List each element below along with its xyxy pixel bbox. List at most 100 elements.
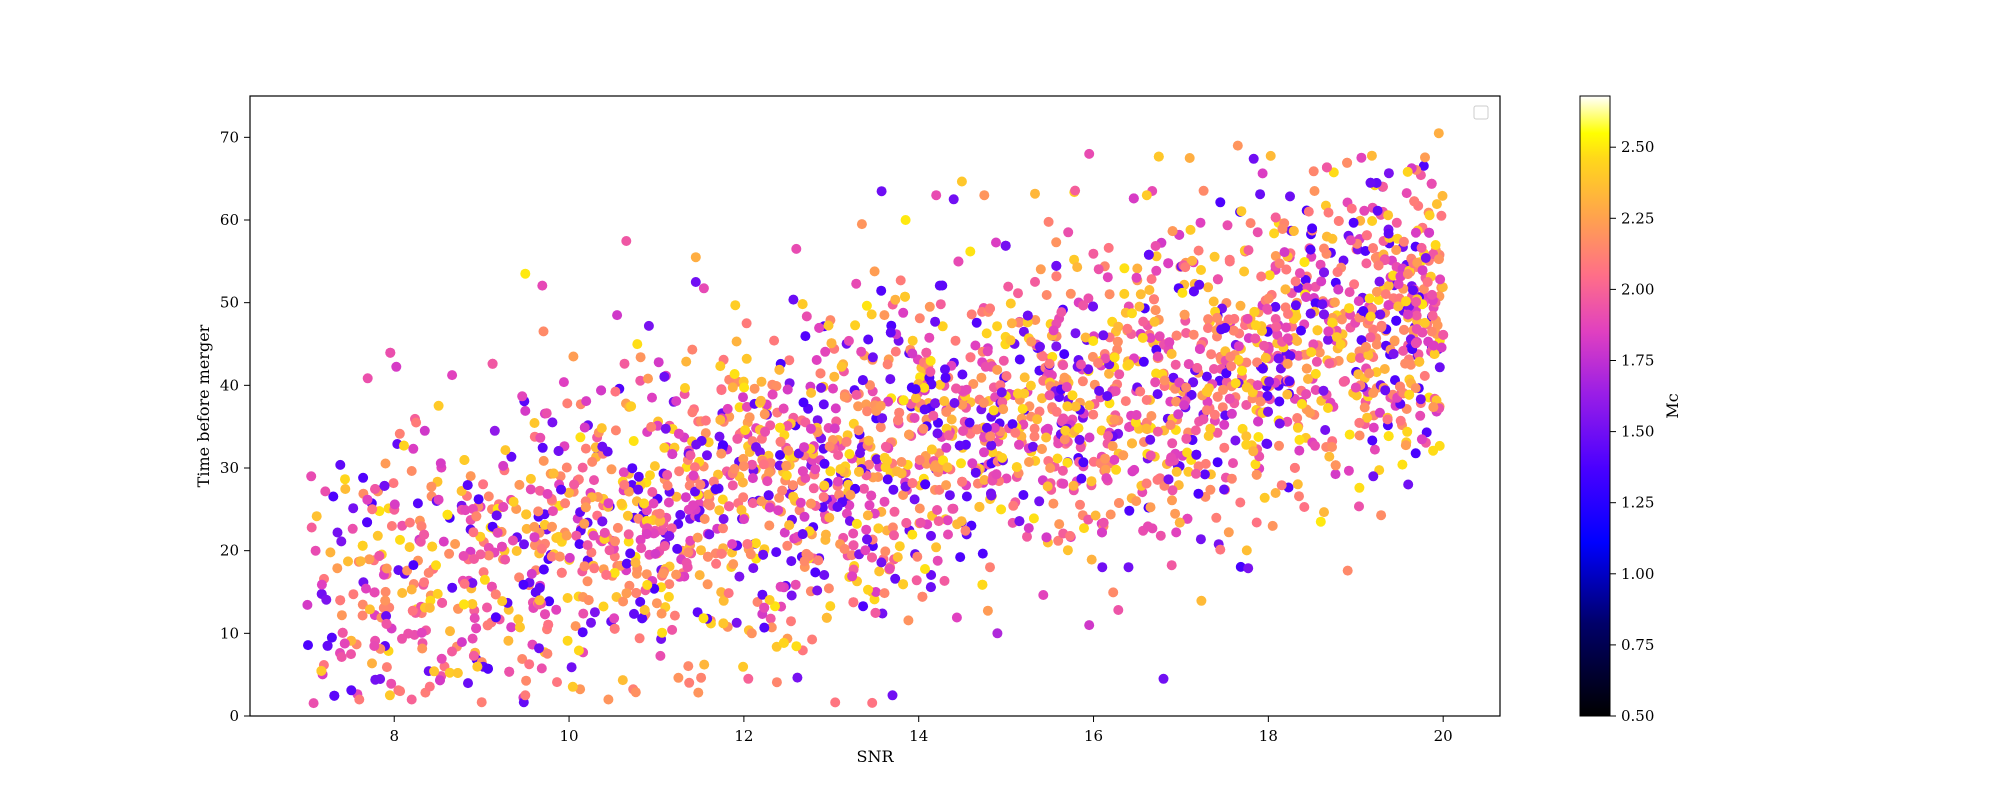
scatter-point [813,555,824,566]
scatter-point [1005,298,1016,309]
scatter-point [1344,303,1355,314]
scatter-point [1036,444,1047,454]
scatter-point [1080,332,1091,343]
scatter-point [564,487,574,498]
scatter-point [1146,274,1157,285]
scatter-point [1107,441,1118,452]
scatter-point [1250,320,1261,331]
scatter-point [562,398,573,409]
scatter-point [1427,289,1437,300]
scatter-point [601,569,612,580]
scatter-point [1243,245,1254,256]
scatter-point [1018,490,1029,500]
scatter-point [757,589,768,600]
scatter-point [1364,368,1375,379]
scatter-point [1118,450,1129,461]
scatter-point [564,552,575,563]
scatter-point [1203,323,1213,334]
scatter-point [579,422,590,433]
scatter-point [388,478,399,489]
scatter-point [1253,432,1264,442]
scatter-point [534,582,545,593]
scatter-point [951,383,962,394]
scatter-point [816,382,827,393]
scatter-point [715,414,726,425]
scatter-point [1366,150,1377,161]
scatter-point [391,361,402,372]
scatter-point [1093,358,1104,368]
scatter-point [395,534,405,545]
scatter-point [1389,335,1400,346]
scatter-point [769,335,780,346]
scatter-point [933,417,943,428]
scatter-point [362,373,373,384]
scatter-point [880,546,891,557]
scatter-point [574,539,585,550]
scatter-point [1052,453,1063,464]
scatter-point [1366,303,1377,314]
scatter-point [929,462,940,472]
scatter-point [621,558,632,569]
scatter-point [631,588,642,598]
scatter-point [569,479,580,490]
scatter-point [1028,513,1039,524]
scatter-point [1159,375,1170,386]
scatter-point [992,321,1003,332]
scatter-point [1167,226,1178,237]
scatter-point [1165,419,1176,430]
scatter-point [408,443,419,454]
scatter-point [948,194,959,205]
scatter-point [893,415,903,426]
scatter-point [900,215,911,225]
scatter-point [1003,281,1014,292]
scatter-point [1104,289,1115,300]
scatter-point [1142,521,1153,532]
scatter-point [306,522,317,533]
scatter-point [472,661,483,672]
scatter-point [663,497,674,508]
scatter-point [1100,464,1111,475]
scatter-point [1122,323,1133,334]
scatter-point [1330,460,1341,471]
scatter-point [579,518,590,529]
scatter-point [535,432,546,443]
scatter-point [1221,368,1232,379]
scatter-point [525,473,536,484]
scatter-point [887,522,898,533]
scatter-point [1350,382,1361,393]
scatter-point [397,588,408,598]
scatter-point [506,451,517,462]
scatter-point [909,413,920,423]
scatter-point [1294,445,1305,456]
scatter-point [825,601,836,612]
scatter-point [1043,216,1054,227]
scatter-point [688,470,699,481]
scatter-point [1426,178,1437,189]
scatter-point [1236,206,1247,217]
scatter-point [1030,315,1041,325]
scatter-point [583,595,594,606]
scatter-point [850,320,861,331]
scatter-point [1319,267,1329,278]
scatter-point [1188,286,1199,297]
scatter-point [981,422,992,433]
scatter-point [898,395,909,406]
scatter-point [742,539,753,550]
scatter-point [1084,432,1095,443]
scatter-point [1290,300,1301,311]
scatter-point [1059,349,1070,360]
scatter-point [1393,301,1404,312]
scatter-point [888,484,899,495]
scatter-point [867,352,878,363]
scatter-point [1237,365,1247,376]
scatter-point [1198,185,1209,196]
scatter-point [1420,152,1430,163]
scatter-point [932,428,943,439]
scatter-point [903,615,914,626]
scatter-point [578,608,589,619]
scatter-point [1048,325,1059,336]
scatter-point [790,579,801,590]
scatter-point [876,557,887,568]
scatter-point [957,369,968,380]
scatter-point [657,627,668,638]
